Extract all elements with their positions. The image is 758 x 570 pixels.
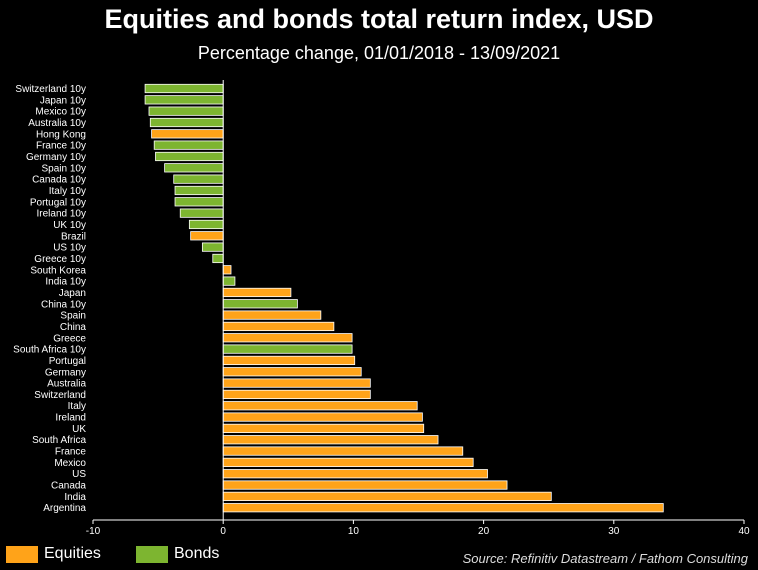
category-label: US 10y (53, 243, 86, 254)
category-label: India 10y (45, 277, 86, 288)
chart-title: Equities and bonds total return index, U… (104, 4, 654, 34)
legend-swatch-equities (6, 545, 38, 563)
category-label: Ireland 10y (37, 209, 86, 220)
bar-mexico (222, 457, 474, 467)
category-label: Germany (45, 367, 86, 378)
category-label: South Africa (32, 435, 86, 446)
bar-switzerland (222, 389, 371, 400)
x-tick-label: 0 (220, 526, 226, 537)
bar-us (222, 469, 488, 479)
category-label: Argentina (43, 503, 86, 514)
bar-italy-10y (174, 185, 224, 196)
legend-item-bonds: Bonds (136, 545, 219, 563)
bar-ireland (222, 412, 423, 422)
bar-germany (222, 367, 362, 377)
bar-argentina (222, 503, 664, 513)
bar-uk (222, 423, 425, 434)
bar-switzerland-10y (144, 83, 224, 94)
category-label: Switzerland 10y (15, 84, 86, 95)
bar-canada-10y (173, 174, 224, 184)
bar-portugal (222, 355, 356, 366)
x-tick-label: 10 (348, 526, 360, 537)
category-label: Hong Kong (36, 129, 86, 140)
bar-mexico-10y (148, 106, 224, 116)
category-label: UK (72, 424, 86, 435)
category-label: Italy 10y (49, 186, 86, 197)
x-tick-label: 40 (738, 526, 750, 537)
bar-china (222, 321, 335, 332)
bar-uk-10y (188, 219, 224, 230)
category-label: Australia 10y (28, 118, 86, 129)
bar-india (222, 491, 552, 501)
bar-france (222, 446, 464, 456)
category-label: Japan (59, 288, 86, 299)
category-label: South Korea (30, 265, 86, 276)
category-label: Mexico 10y (35, 107, 86, 118)
bar-spain (222, 310, 322, 320)
category-label: Mexico (54, 458, 86, 469)
category-label: Ireland (55, 413, 86, 424)
category-label: Portugal 10y (30, 197, 86, 208)
bar-south-korea (222, 265, 232, 275)
category-label: Japan 10y (40, 95, 86, 106)
bar-spain-10y (164, 163, 224, 173)
category-label: US (72, 469, 86, 480)
legend-item-equities: Equities (6, 545, 101, 563)
category-label: Canada 10y (32, 175, 86, 186)
chart-subtitle: Percentage change, 01/01/2018 - 13/09/20… (197, 43, 561, 63)
category-label: Greece 10y (34, 254, 86, 265)
category-label: Spain 10y (42, 163, 86, 174)
bar-ireland-10y (179, 208, 224, 218)
bar-italy (222, 401, 418, 411)
category-label: France (55, 447, 87, 458)
source-note: Source: Refinitiv Datastream / Fathom Co… (462, 551, 748, 566)
category-label: France 10y (36, 141, 86, 152)
category-label: Spain (60, 311, 86, 322)
bar-canada (222, 480, 508, 490)
category-label: South Africa 10y (13, 345, 86, 356)
bar-china-10y (222, 299, 298, 309)
bar-greece-10y (212, 253, 224, 264)
bar-india-10y (222, 276, 236, 286)
bar-brazil (190, 231, 224, 241)
bar-japan-10y (144, 95, 224, 105)
category-label: Greece (53, 333, 86, 344)
bar-japan (222, 287, 292, 298)
category-label: Portugal (49, 356, 86, 367)
x-tick-label: 30 (608, 526, 620, 537)
bar-greece (222, 333, 353, 343)
category-label: Canada (51, 481, 86, 492)
bar-us-10y (201, 242, 224, 252)
legend-swatch-bonds (136, 545, 168, 563)
bar-south-africa (222, 435, 439, 445)
legend-label-equities: Equities (44, 545, 101, 562)
bar-australia-10y (149, 117, 224, 128)
bar-germany-10y (155, 151, 224, 162)
legend-label-bonds: Bonds (174, 545, 220, 562)
category-label: China 10y (41, 299, 86, 310)
bar-south-africa-10y (222, 344, 353, 354)
category-label: Brazil (61, 231, 86, 242)
category-label: India (64, 492, 86, 503)
category-label: China (60, 322, 87, 333)
category-label: Germany 10y (26, 152, 86, 163)
bar-france-10y (153, 140, 224, 150)
category-label: UK 10y (53, 220, 86, 231)
category-label: Switzerland (34, 390, 86, 401)
x-tick-label: -10 (86, 526, 101, 537)
category-label: Italy (68, 401, 86, 412)
category-label: Australia (47, 379, 86, 390)
bar-australia (222, 378, 371, 388)
bar-hong-kong (151, 129, 224, 139)
x-tick-label: 20 (478, 526, 490, 537)
bar-portugal-10y (174, 197, 224, 207)
